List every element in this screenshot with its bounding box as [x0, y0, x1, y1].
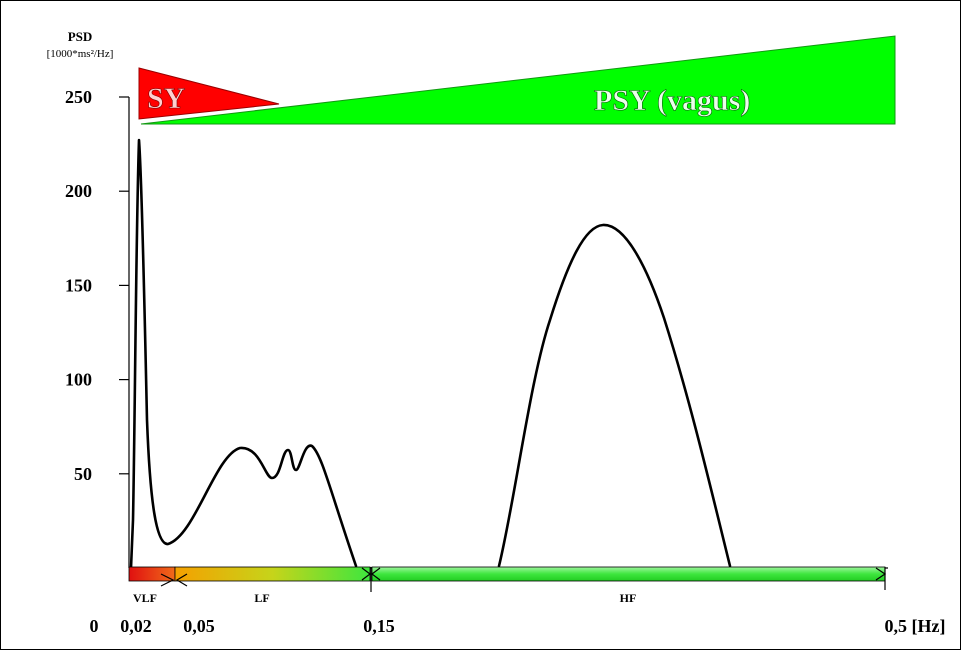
psd-curve: [129, 138, 732, 570]
x-tick-label: 0: [90, 616, 99, 636]
x-tick-label: 0,05: [183, 616, 215, 636]
hf-band-bar: [371, 566, 886, 582]
band-label-vlf: VLF: [133, 591, 157, 605]
vlf-band-bar: [128, 566, 176, 582]
band-label-lf: LF: [254, 591, 269, 605]
y-axis-unit: [1000*ms²/Hz]: [47, 48, 114, 60]
band-arrows: [160, 567, 887, 592]
x-tick-label: 0,02: [120, 616, 152, 636]
psy-triangle: [140, 35, 896, 125]
y-tick-label: 200: [65, 181, 92, 201]
sy-label: SY: [147, 82, 186, 115]
x-tick-label: 0,15: [363, 616, 395, 636]
y-axis-title: PSD: [68, 29, 93, 44]
y-tick-label: 250: [65, 87, 92, 107]
x-tick-label: 0,5 [Hz]: [885, 616, 946, 636]
psy-label: PSY (vagus): [594, 84, 750, 117]
y-ticks: 50 100 150 200 250: [65, 87, 129, 484]
y-tick-label: 100: [65, 370, 92, 390]
y-tick-label: 50: [74, 464, 92, 484]
lf-band-bar: [174, 566, 371, 582]
y-tick-label: 150: [65, 275, 92, 295]
band-label-hf: HF: [620, 591, 637, 605]
sy-triangle: [138, 67, 280, 120]
